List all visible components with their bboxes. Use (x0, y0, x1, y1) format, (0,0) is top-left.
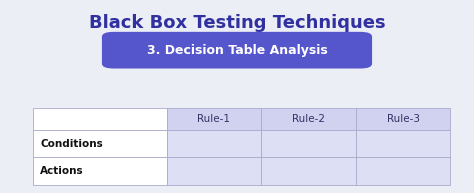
Text: Black Box Testing Techniques: Black Box Testing Techniques (89, 14, 385, 31)
Text: Conditions: Conditions (40, 139, 103, 149)
Text: Actions: Actions (40, 166, 84, 176)
Bar (261, 157, 356, 185)
Bar (261, 108, 356, 130)
Bar (33, 130, 167, 157)
Bar (167, 157, 261, 185)
Bar (167, 130, 261, 157)
FancyBboxPatch shape (102, 32, 372, 69)
Text: Rule-2: Rule-2 (292, 114, 325, 124)
Text: 3. Decision Table Analysis: 3. Decision Table Analysis (146, 44, 328, 57)
Bar (167, 108, 261, 130)
Bar (356, 130, 450, 157)
Bar (261, 130, 356, 157)
Bar (33, 157, 167, 185)
Bar (356, 108, 450, 130)
Text: Rule-1: Rule-1 (198, 114, 230, 124)
Bar (356, 157, 450, 185)
Bar (33, 108, 167, 130)
Text: Rule-3: Rule-3 (386, 114, 419, 124)
